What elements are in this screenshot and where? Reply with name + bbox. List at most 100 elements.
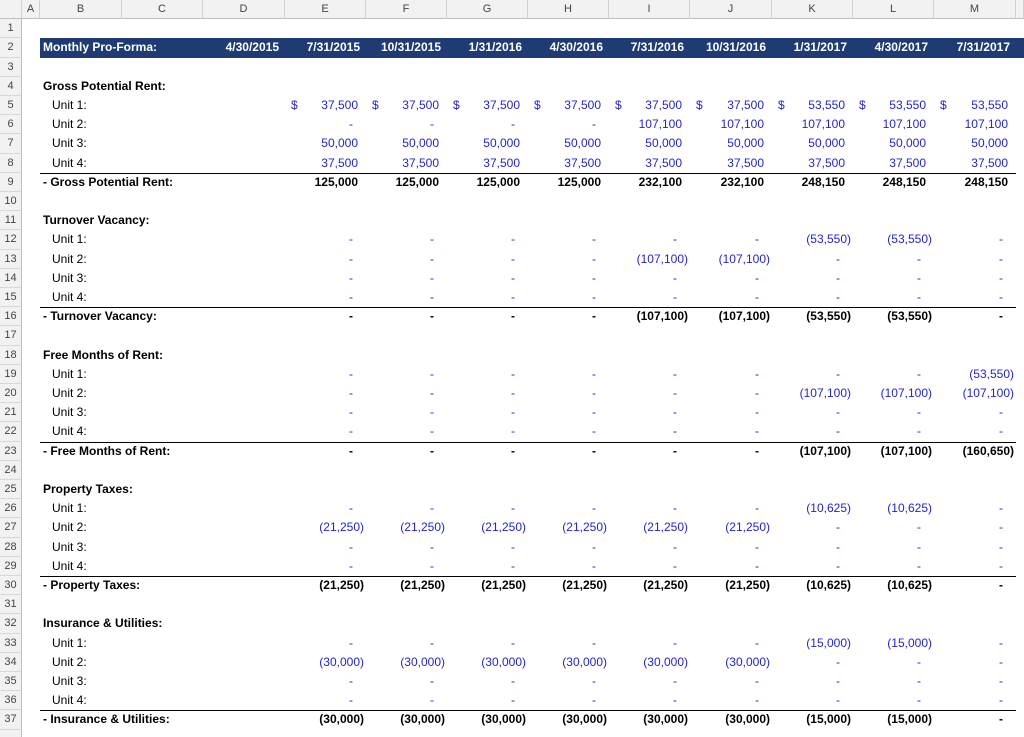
row-number[interactable]: 13 [0, 249, 22, 269]
column-header[interactable] [1016, 0, 1024, 20]
value-cell: - [592, 693, 596, 708]
value-cell: - [592, 232, 596, 247]
value-cell: (30,000) [725, 712, 770, 727]
value-cell: - [430, 309, 434, 324]
currency-symbol: $ [696, 98, 703, 112]
value-cell: - [917, 558, 921, 573]
row-number[interactable]: 30 [0, 576, 22, 596]
value-cell: - [430, 443, 434, 458]
column-header[interactable]: F [366, 0, 447, 20]
value-cell: - [836, 558, 840, 573]
header-bar [40, 38, 1024, 58]
value-cell: - [673, 674, 677, 688]
row-number[interactable]: 3 [0, 57, 22, 77]
row-label: Unit 2: [52, 251, 87, 266]
row-number[interactable]: 36 [0, 691, 22, 711]
column-header[interactable]: G [447, 0, 528, 20]
row-number[interactable]: 31 [0, 595, 22, 615]
row-number[interactable]: 8 [0, 153, 22, 173]
column-header[interactable]: J [690, 0, 772, 20]
select-all-corner[interactable] [0, 0, 22, 20]
row-number[interactable]: 24 [0, 460, 22, 480]
value-cell: - [349, 693, 353, 708]
value-cell: - [836, 290, 840, 304]
section-title: Gross Potential Rent: [43, 78, 166, 93]
value-cell: - [592, 424, 596, 439]
row-number[interactable]: 9 [0, 172, 22, 192]
value-cell: - [349, 539, 353, 554]
value-cell: - [755, 443, 759, 458]
column-header[interactable]: H [528, 0, 609, 20]
column-header[interactable]: B [40, 0, 122, 20]
value-cell: - [430, 366, 434, 381]
row-number[interactable]: 33 [0, 633, 22, 653]
column-header[interactable]: M [934, 0, 1016, 20]
value-cell: (21,250) [400, 578, 445, 592]
value-cell: 37,500 [645, 155, 682, 170]
value-cell: 50,000 [971, 136, 1008, 151]
column-header[interactable]: A [22, 0, 40, 20]
row-number[interactable]: 34 [0, 652, 22, 672]
column-header[interactable]: E [285, 0, 366, 20]
row-number[interactable]: 16 [0, 307, 22, 327]
row-number[interactable]: 14 [0, 268, 22, 288]
value-cell: - [511, 366, 515, 381]
value-cell: 37,500 [645, 98, 682, 112]
row-number[interactable]: 17 [0, 326, 22, 346]
row-number[interactable]: 1 [0, 19, 22, 39]
value-cell: - [917, 290, 921, 304]
row-number[interactable]: 28 [0, 537, 22, 557]
column-header[interactable]: K [772, 0, 853, 20]
row-label: Unit 2: [52, 117, 87, 132]
row-number[interactable]: 4 [0, 76, 22, 96]
row-number[interactable]: 10 [0, 192, 22, 212]
column-header[interactable]: C [122, 0, 203, 20]
row-number[interactable]: 20 [0, 384, 22, 404]
row-number[interactable]: 35 [0, 672, 22, 692]
currency-symbol: $ [291, 98, 298, 112]
value-cell: - [349, 386, 353, 400]
value-cell: (15,000) [887, 635, 932, 650]
column-header[interactable]: D [203, 0, 285, 20]
row-label: Unit 3: [52, 539, 87, 554]
row-number[interactable]: 21 [0, 403, 22, 423]
value-cell: 125,000 [476, 174, 520, 189]
value-cell: (30,000) [562, 654, 607, 669]
row-number[interactable]: 12 [0, 230, 22, 250]
row-number[interactable]: 6 [0, 115, 22, 135]
row-number[interactable]: 25 [0, 480, 22, 500]
value-cell: - [755, 366, 759, 381]
row-number[interactable]: 2 [0, 38, 22, 58]
value-cell: - [430, 251, 434, 266]
value-cell: - [430, 232, 434, 247]
row-number[interactable]: 22 [0, 422, 22, 442]
value-cell: - [755, 405, 759, 420]
value-cell: - [592, 635, 596, 650]
row-number[interactable]: 7 [0, 134, 22, 154]
column-header[interactable]: L [853, 0, 934, 20]
row-label: Unit 4: [52, 424, 87, 439]
value-cell: - [592, 405, 596, 420]
row-number[interactable]: 37 [0, 710, 22, 730]
value-cell: 37,500 [808, 155, 845, 170]
row-number[interactable]: 27 [0, 518, 22, 538]
row-number[interactable]: 23 [0, 441, 22, 461]
row-label: Unit 2: [52, 386, 87, 400]
row-number[interactable] [0, 729, 22, 737]
row-number[interactable]: 19 [0, 364, 22, 384]
value-cell: - [673, 501, 677, 516]
row-label: Unit 2: [52, 654, 87, 669]
value-cell: (21,250) [319, 578, 364, 592]
currency-symbol: $ [534, 98, 541, 112]
row-number[interactable]: 11 [0, 211, 22, 231]
value-cell: - [755, 386, 759, 400]
row-number[interactable]: 29 [0, 556, 22, 576]
section-title: Free Months of Rent: [43, 347, 163, 362]
row-number[interactable]: 18 [0, 345, 22, 365]
column-header[interactable]: I [609, 0, 690, 20]
row-number[interactable]: 26 [0, 499, 22, 519]
row-number[interactable]: 15 [0, 288, 22, 308]
value-cell: 37,500 [971, 155, 1008, 170]
row-number[interactable]: 32 [0, 614, 22, 634]
row-number[interactable]: 5 [0, 96, 22, 116]
